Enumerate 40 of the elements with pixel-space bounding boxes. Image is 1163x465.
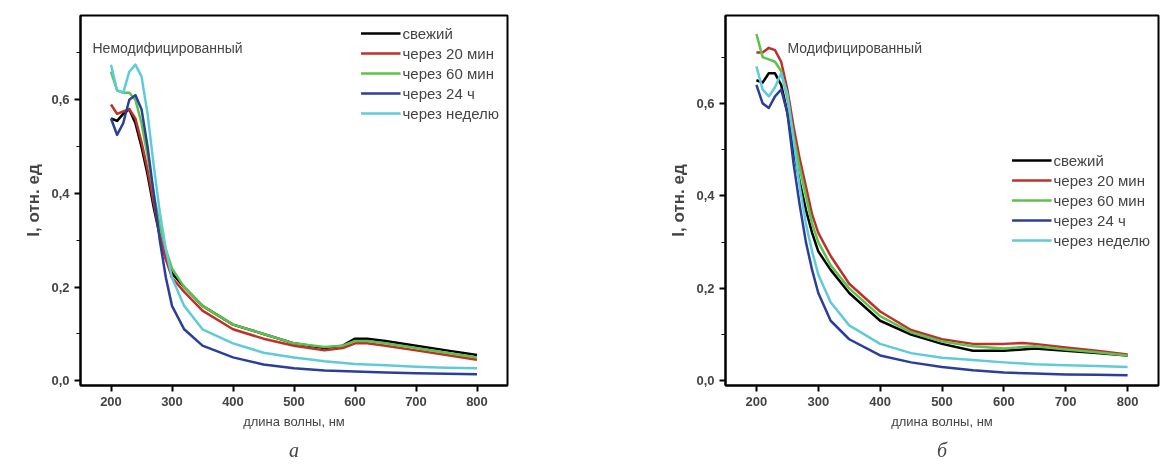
- x-axis-title: длина волны, нм: [891, 413, 993, 429]
- text: а: [289, 438, 299, 461]
- legend-label: через 24 ч: [1053, 211, 1126, 229]
- x-tick-label: 200: [100, 393, 122, 409]
- x-tick-label: 300: [161, 393, 183, 409]
- x-tick-label: 500: [931, 393, 953, 409]
- y-axis-title: I, отн. ед: [24, 164, 44, 237]
- y-tick-label: 0,0: [51, 373, 70, 389]
- x-tick-label: 800: [1116, 393, 1139, 409]
- x-tick-label: 600: [993, 393, 1015, 409]
- y-tick-label: 0,2: [696, 280, 715, 296]
- x-tick-label: 500: [283, 393, 305, 409]
- x-tick-label: 700: [1054, 393, 1077, 409]
- x-axis-title: длина волны, нм: [243, 413, 345, 429]
- x-tick-label: 800: [466, 393, 488, 409]
- text: б: [936, 438, 948, 461]
- y-tick-label: 0,6: [51, 92, 70, 108]
- legend-label: через 60 мин: [1053, 191, 1145, 209]
- x-tick-label: 700: [405, 393, 427, 409]
- x-tick-label: 400: [222, 393, 244, 409]
- x-tick-label: 600: [344, 393, 366, 409]
- legend-label: через 24 ч: [402, 84, 475, 102]
- text: Немодифицированный: [92, 39, 243, 56]
- legend-label: через неделю: [402, 104, 499, 122]
- y-tick-label: 0,2: [51, 279, 70, 295]
- x-tick-label: 400: [869, 393, 891, 409]
- y-axis-title: I, отн. ед: [669, 164, 689, 237]
- legend-label: через 60 мин: [402, 64, 494, 82]
- legend-label: через 20 мин: [1053, 171, 1145, 189]
- text: Модифицированный: [787, 39, 922, 56]
- legend-label: свежий: [1053, 151, 1104, 169]
- legend-label: через 20 мин: [402, 44, 494, 62]
- x-tick-label: 300: [807, 393, 830, 409]
- y-tick-label: 0,4: [51, 185, 71, 201]
- x-tick-label: 200: [745, 393, 768, 409]
- y-tick-label: 0,4: [696, 188, 716, 204]
- y-tick-label: 0,0: [696, 373, 715, 389]
- legend-label: свежий: [402, 24, 453, 42]
- y-tick-label: 0,6: [696, 95, 715, 111]
- legend-label: через неделю: [1053, 231, 1150, 249]
